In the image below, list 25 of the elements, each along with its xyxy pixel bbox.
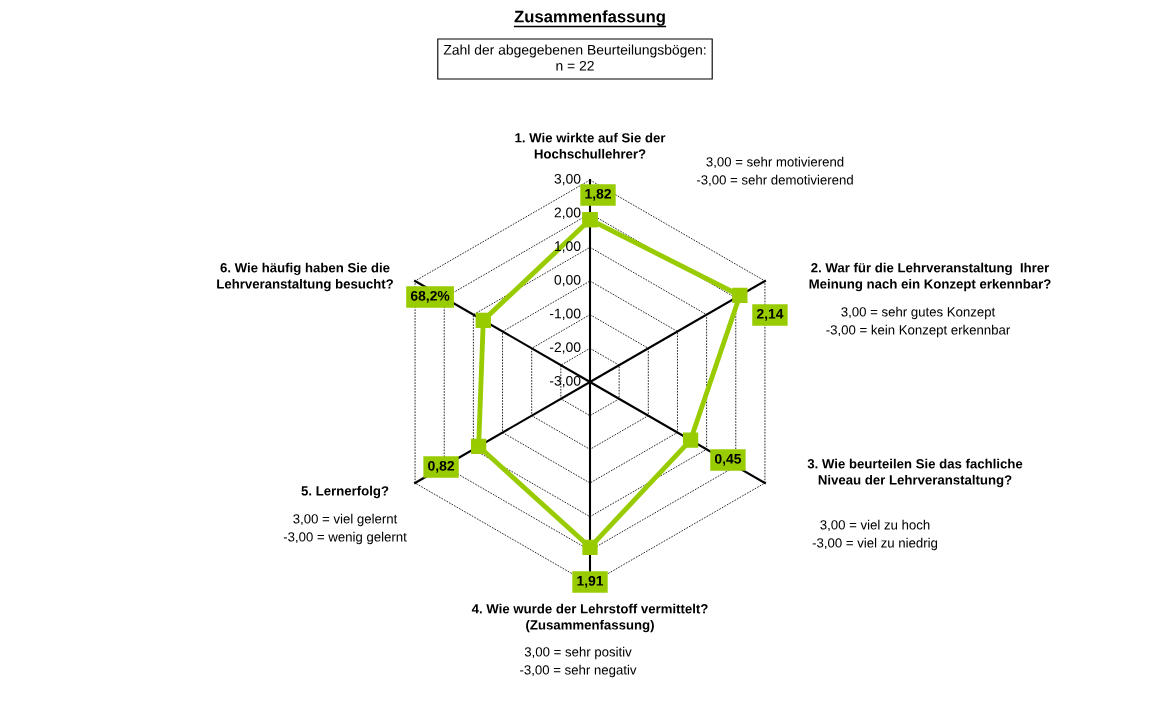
y-tick-label: -1,00: [549, 308, 581, 321]
y-tick-label: -2,00: [549, 342, 581, 354]
text: 3,00 = viel gelernt -3,00 = wenig gelernt: [283, 513, 407, 545]
data-label: 0,45: [714, 453, 742, 466]
data-label: 1,91: [577, 575, 604, 588]
spoke-label: 4. Wie wurde der Lehrstoff vermittelt? (Zusammenfassung): [471, 603, 708, 633]
y-tick-label: 3,00: [554, 173, 581, 186]
chart-title: Zusammenfassung: [514, 10, 665, 26]
y-tick-label: -3,00: [549, 375, 581, 388]
data-label: 0,82: [428, 460, 455, 473]
text: 3,00 = viel zu hoch -3,00 = viel zu niedrig: [812, 519, 938, 551]
chart-subtitle: Zahl der abgegebenen Beurteilungsbögen: n = 22: [443, 44, 706, 71]
spoke-label: 6. Wie häufig haben Sie die Lehrveranstaltung besucht?: [217, 262, 393, 292]
text: 3,00 = sehr positiv -3,00 = sehr negativ: [520, 646, 637, 678]
y-tick-label: 2,00: [554, 207, 581, 220]
text: 3,00 = sehr gutes Konzept -3,00 = kein Konzept erkennbar: [826, 306, 1011, 338]
spoke-label: 5. Lernerfolg?: [301, 485, 389, 499]
text: 3,00 = sehr motivierend -3,00 = sehr demotivierend: [696, 156, 853, 187]
spoke-label: 3. Wie beurteilen Sie das fachliche Niveau der Lehrveranstaltung?: [807, 458, 1023, 488]
spoke-label: 1. Wie wirkte auf Sie der Hochschullehrer?: [515, 132, 666, 159]
data-label: 2,14: [756, 308, 784, 321]
text: 68,2%: [410, 290, 450, 303]
y-tick-label: 0,00: [554, 274, 581, 287]
spoke-label: 2. War für die Lehrveranstaltung Ihrer Meinung nach ein Konzept erkennbar?: [809, 262, 1051, 292]
data-label: 1,82: [585, 188, 611, 201]
